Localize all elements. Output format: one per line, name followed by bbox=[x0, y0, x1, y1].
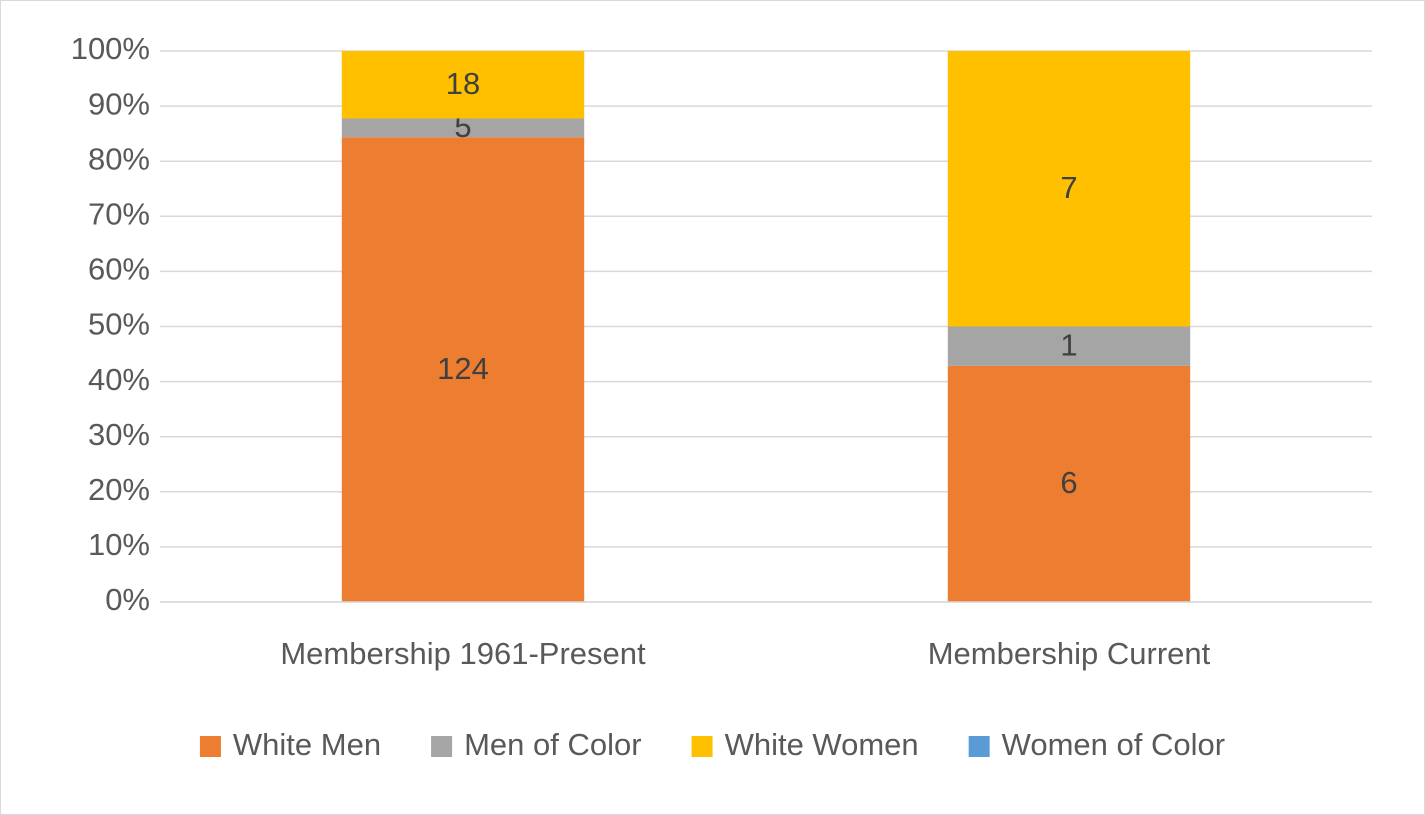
bar-segment bbox=[947, 51, 1191, 327]
legend-swatch bbox=[431, 736, 453, 757]
y-tick-label: 70% bbox=[88, 196, 150, 231]
bar-segment bbox=[341, 137, 585, 603]
data-label: 124 bbox=[437, 351, 489, 386]
bar-segment bbox=[341, 118, 585, 138]
y-tick-label: 10% bbox=[88, 527, 150, 562]
y-tick-label: 50% bbox=[88, 307, 150, 342]
legend-swatch bbox=[199, 736, 221, 757]
legend-swatch bbox=[968, 736, 990, 757]
y-tick-label: 30% bbox=[88, 417, 150, 452]
x-tick-label: Membership 1961-Present bbox=[280, 636, 646, 671]
bar-segment bbox=[947, 326, 1191, 366]
y-tick-label: 80% bbox=[88, 141, 150, 176]
legend-label: White Women bbox=[725, 727, 919, 762]
legend-label: White Men bbox=[233, 727, 381, 762]
x-tick-label: Membership Current bbox=[928, 636, 1211, 671]
y-tick-label: 40% bbox=[88, 362, 150, 397]
data-label: 18 bbox=[446, 66, 480, 101]
data-label: 7 bbox=[1060, 170, 1077, 205]
legend-label: Men of Color bbox=[464, 727, 641, 762]
bar-segment bbox=[341, 51, 585, 119]
y-tick-label: 0% bbox=[105, 582, 150, 617]
data-label: 1 bbox=[1060, 327, 1077, 362]
y-tick-label: 100% bbox=[71, 31, 150, 66]
y-tick-label: 90% bbox=[88, 86, 150, 121]
bar-segment bbox=[947, 365, 1191, 602]
y-tick-label: 20% bbox=[88, 472, 150, 507]
legend-swatch bbox=[691, 736, 713, 757]
data-label: 6 bbox=[1060, 465, 1077, 500]
legend-label: Women of Color bbox=[1002, 727, 1225, 762]
y-tick-label: 60% bbox=[88, 252, 150, 287]
